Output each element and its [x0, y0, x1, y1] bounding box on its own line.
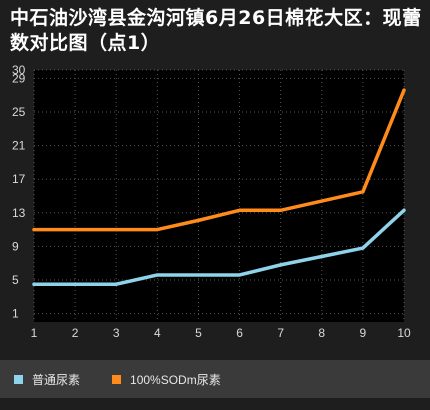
x-tick-label: 6: [236, 326, 243, 340]
data-point[interactable]: [402, 208, 406, 212]
legend: 普通尿素 100%SODm尿素: [0, 360, 430, 398]
legend-swatch-series-2: [112, 374, 122, 384]
x-tick-label: 8: [318, 326, 325, 340]
series-line-1[interactable]: [32, 208, 406, 286]
grid-lines: [33, 69, 405, 322]
data-point[interactable]: [73, 282, 77, 286]
y-tick-label: 17: [12, 172, 26, 186]
x-tick-label: 5: [195, 326, 202, 340]
data-point[interactable]: [32, 228, 36, 232]
legend-label-series-1: 普通尿素: [32, 372, 81, 387]
y-tick-label: 30: [12, 63, 26, 77]
x-tick-label: 7: [277, 326, 284, 340]
y-tick-label: 1: [12, 307, 19, 321]
data-point[interactable]: [114, 228, 118, 232]
x-tick-label: 10: [397, 326, 411, 340]
x-tick-label: 2: [72, 326, 79, 340]
x-tick-label: 9: [360, 326, 367, 340]
data-point[interactable]: [361, 190, 365, 194]
data-point[interactable]: [361, 246, 365, 250]
y-tick-label: 29: [12, 71, 26, 85]
data-point[interactable]: [196, 273, 200, 277]
data-point[interactable]: [320, 254, 324, 258]
data-point[interactable]: [279, 208, 283, 212]
y-tick-label: 25: [12, 105, 26, 119]
data-point[interactable]: [279, 263, 283, 267]
data-point[interactable]: [402, 88, 406, 92]
x-tick-label: 4: [154, 326, 161, 340]
x-axis-ticks: 1 2 3 4 5 6 7 8 9 10: [31, 326, 411, 340]
legend-item-series-2[interactable]: 100%SODm尿素: [112, 371, 221, 388]
data-point[interactable]: [155, 228, 159, 232]
y-tick-label: 9: [12, 239, 19, 253]
y-tick-label: 5: [12, 273, 19, 287]
data-point[interactable]: [73, 228, 77, 232]
legend-swatch-series-1: [14, 374, 23, 384]
legend-label-series-2: 100%SODm尿素: [130, 372, 221, 387]
data-point[interactable]: [320, 199, 324, 203]
data-point[interactable]: [238, 208, 242, 212]
y-tick-label: 13: [12, 206, 26, 220]
series-line-2[interactable]: [32, 88, 406, 232]
y-tick-label: 21: [12, 139, 26, 153]
series-lines: [32, 88, 406, 286]
chart-title: 中石油沙湾县金沟河镇6月26日棉花大区：现蕾数对比图（点1）: [10, 7, 422, 54]
x-tick-label: 1: [31, 326, 38, 340]
data-point[interactable]: [155, 273, 159, 277]
x-tick-label: 3: [113, 326, 120, 340]
data-point[interactable]: [238, 273, 242, 277]
data-point[interactable]: [114, 282, 118, 286]
data-point[interactable]: [32, 282, 36, 286]
legend-item-series-1[interactable]: 普通尿素: [14, 371, 80, 388]
data-point[interactable]: [196, 218, 200, 222]
